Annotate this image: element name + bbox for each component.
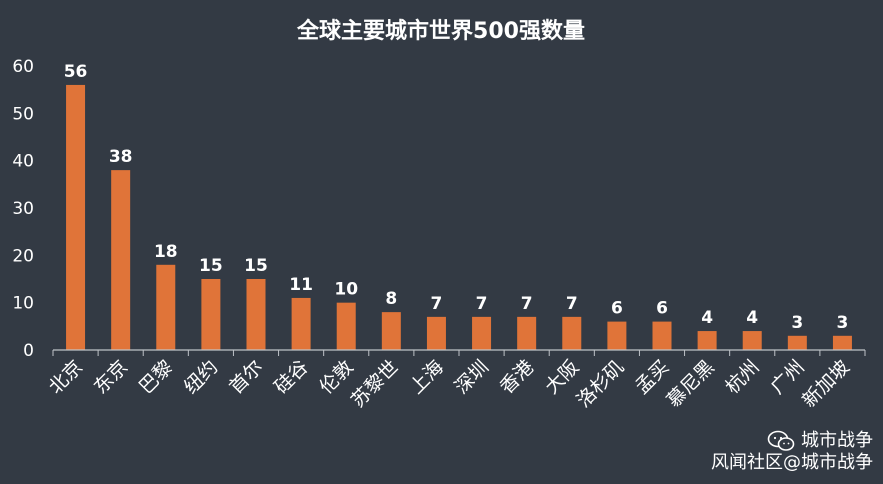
data-label: 3 [791, 313, 803, 333]
bar [697, 331, 717, 350]
x-tick-label: 硅谷 [270, 356, 312, 398]
data-label: 11 [289, 275, 313, 295]
y-tick-label: 20 [12, 246, 34, 266]
y-tick-label: 40 [12, 152, 34, 172]
y-tick-label: 60 [12, 57, 34, 77]
data-label: 6 [611, 299, 623, 319]
x-tick-label: 北京 [45, 356, 87, 398]
x-tick-label: 慕尼黑 [663, 356, 719, 412]
bars-group: 56 38 18 15 15 11 10 8 7 7 7 7 6 6 4 4 3 3 [64, 62, 852, 350]
data-label: 15 [244, 256, 268, 276]
bar [607, 321, 627, 350]
data-label: 3 [837, 313, 849, 333]
bar [246, 279, 266, 350]
bar [291, 297, 311, 350]
data-label: 4 [746, 308, 758, 328]
bar [742, 331, 762, 350]
y-axis: 0 10 20 30 40 50 60 [12, 57, 34, 361]
bar [652, 321, 672, 350]
bar [787, 335, 807, 350]
bar [832, 335, 852, 350]
x-tick-label: 苏黎世 [347, 356, 403, 412]
watermark: 城市战争 风闻社区@城市战争 [711, 430, 873, 474]
data-label: 7 [431, 294, 443, 314]
bar [156, 264, 176, 350]
data-label: 7 [566, 294, 578, 314]
chart-title: 全球主要城市世界500强数量 [296, 18, 585, 44]
x-tick-label: 香港 [496, 356, 538, 398]
x-tick-label: 东京 [90, 356, 132, 398]
bar [426, 316, 446, 350]
data-label: 4 [701, 308, 713, 328]
data-label: 15 [199, 256, 223, 276]
bar [562, 316, 582, 350]
bar [472, 316, 492, 350]
y-tick-label: 50 [12, 104, 34, 124]
x-tick-label: 深圳 [451, 356, 493, 398]
y-tick-label: 0 [23, 341, 34, 361]
data-label: 6 [656, 299, 668, 319]
data-label: 7 [521, 294, 533, 314]
bar [336, 302, 356, 350]
wechat-icon [767, 430, 795, 451]
data-label: 38 [109, 147, 133, 167]
data-label: 18 [154, 242, 178, 262]
data-label: 8 [385, 289, 397, 309]
bar [111, 170, 131, 350]
x-tick-label: 杭州 [721, 356, 763, 398]
data-label: 10 [334, 280, 358, 300]
y-tick-label: 30 [12, 199, 34, 219]
x-tick-label: 洛杉矶 [573, 356, 629, 412]
bar [66, 84, 86, 350]
bar [201, 279, 221, 350]
watermark-source: 风闻社区@城市战争 [711, 452, 873, 473]
bar [517, 316, 537, 350]
y-tick-label: 10 [12, 294, 34, 314]
x-tick-label: 巴黎 [135, 356, 177, 398]
data-label: 56 [64, 62, 88, 82]
bar [381, 312, 401, 350]
x-tick-label: 纽约 [180, 356, 222, 398]
x-tick-label: 新加坡 [798, 356, 854, 412]
watermark-account: 城市战争 [801, 430, 873, 451]
x-tick-label: 首尔 [225, 356, 267, 398]
data-label: 7 [476, 294, 488, 314]
x-tick-label: 上海 [406, 356, 448, 398]
